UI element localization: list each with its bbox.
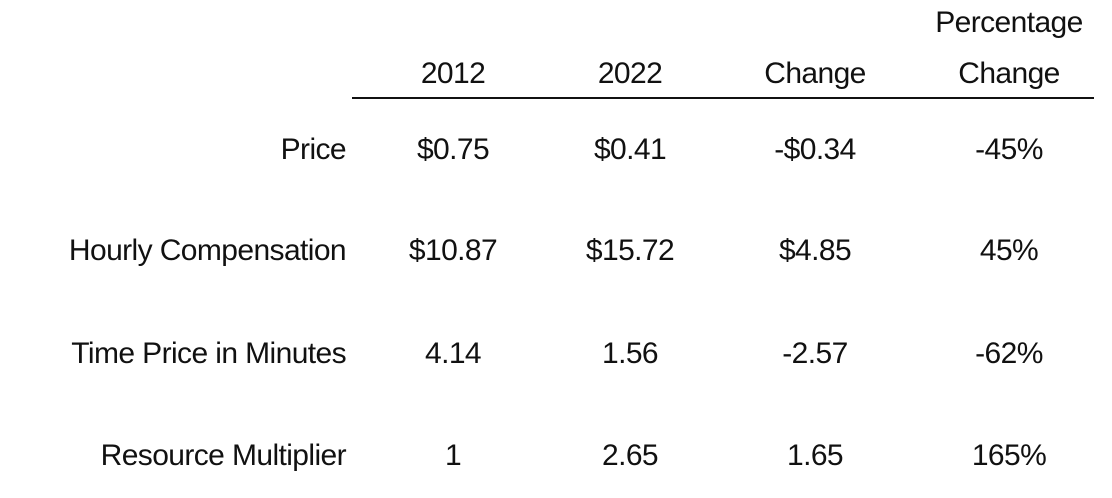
cell-resource-multiplier-percentage-change: 165%: [971, 439, 1047, 472]
cell-time-price-2012: 4.14: [425, 337, 482, 370]
column-header-percentage-change-line1: Percentage: [935, 6, 1083, 39]
cell-resource-multiplier-change: 1.65: [787, 439, 844, 472]
cell-hourly-compensation-2022: $15.72: [585, 234, 675, 267]
cell-price-change: -$0.34: [774, 133, 856, 166]
row-label-resource-multiplier: Resource Multiplier: [100, 439, 347, 472]
cell-resource-multiplier-2012: 1: [444, 439, 462, 472]
cell-resource-multiplier-2022: 2.65: [602, 439, 659, 472]
row-label-price: Price: [280, 133, 347, 166]
cell-price-percentage-change: -45%: [975, 133, 1043, 166]
header-divider: [352, 97, 1094, 99]
cell-hourly-compensation-2012: $10.87: [408, 234, 498, 267]
row-label-time-price-in-minutes: Time Price in Minutes: [71, 337, 346, 370]
cell-hourly-compensation-change: $4.85: [778, 234, 852, 267]
cell-time-price-2022: 1.56: [602, 337, 659, 370]
column-header-2022: 2022: [597, 57, 663, 90]
column-header-percentage-change-line2: Change: [958, 57, 1060, 90]
row-label-hourly-compensation: Hourly Compensation: [68, 234, 347, 267]
column-header-change: Change: [764, 57, 866, 90]
cell-time-price-change: -2.57: [782, 337, 848, 370]
cell-hourly-compensation-percentage-change: 45%: [979, 234, 1039, 267]
cell-price-2022: $0.41: [593, 133, 667, 166]
cell-price-2012: $0.75: [416, 133, 490, 166]
cell-time-price-percentage-change: -62%: [975, 337, 1043, 370]
column-header-2012: 2012: [420, 57, 486, 90]
